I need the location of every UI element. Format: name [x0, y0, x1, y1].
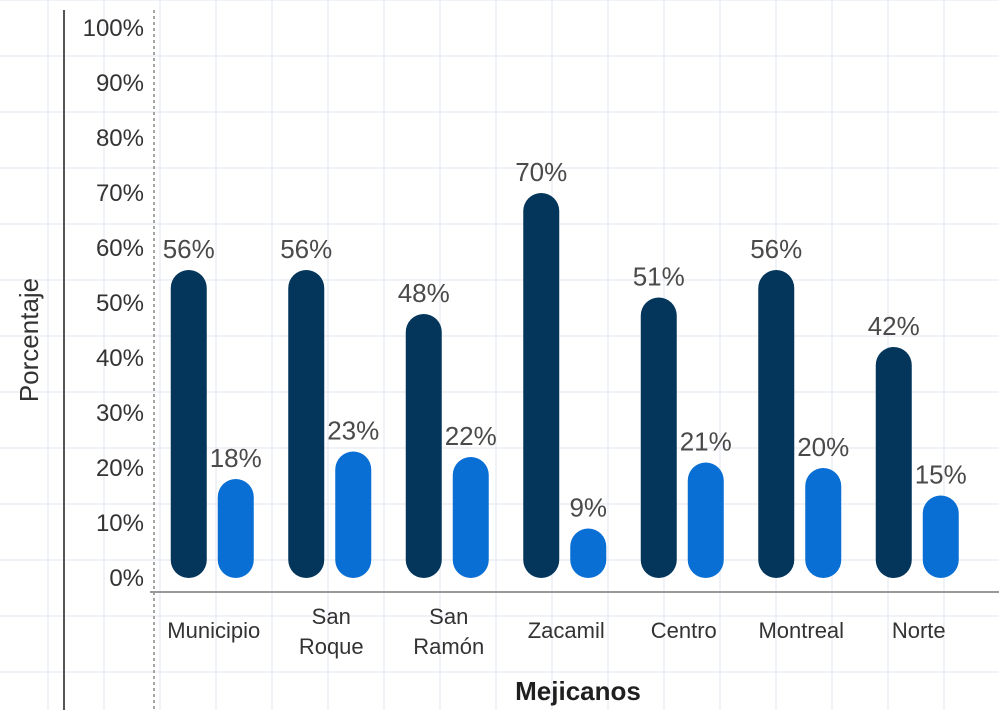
bar-series-1 [875, 347, 912, 578]
data-label: 56% [750, 234, 802, 264]
data-label: 23% [327, 416, 379, 446]
y-tick-label: 10% [96, 510, 144, 537]
bar-series-2 [335, 451, 372, 578]
bar-series-2 [570, 528, 607, 578]
bar-series-1 [405, 314, 442, 578]
y-tick-label: 0% [109, 565, 144, 592]
bar-series-2 [452, 457, 489, 578]
x-tick-label-line: Ramón [413, 634, 484, 659]
data-label: 48% [398, 278, 450, 308]
x-tick-label-line: Roque [299, 634, 364, 659]
data-label: 15% [915, 460, 967, 490]
y-axis-title: Porcentaje [14, 278, 44, 402]
y-axis-ticks: 0% 10% 20% 30% 40% 50% 60% 70% 80% 90% 100% [83, 15, 144, 592]
x-tick-label-line: San [312, 604, 351, 629]
bars: 56% 56% 48% 70% 51% 56% 42% 18% 23% 22% 9% 21% 20% 15… [163, 157, 967, 578]
y-tick-label: 100% [83, 15, 144, 42]
y-tick-label: 80% [96, 125, 144, 152]
data-label: 18% [210, 443, 262, 473]
data-label: 42% [868, 311, 920, 341]
y-tick-label: 40% [96, 345, 144, 372]
y-tick-label: 20% [96, 455, 144, 482]
bar-series-1 [758, 270, 795, 578]
x-tick-label: Centro [651, 618, 717, 643]
data-label: 9% [569, 493, 607, 523]
y-tick-label: 30% [96, 400, 144, 427]
bar-series-2 [217, 479, 254, 578]
bar-series-1 [523, 193, 560, 578]
x-tick-label: Norte [892, 618, 946, 643]
bar-series-1 [288, 270, 325, 578]
bar-series-2 [922, 495, 959, 578]
data-label: 21% [680, 427, 732, 457]
bar-series-1 [640, 297, 677, 578]
y-tick-label: 60% [96, 235, 144, 262]
x-tick-label: Montreal [758, 618, 844, 643]
data-label: 56% [163, 234, 215, 264]
x-tick-label: San Roque [299, 604, 364, 659]
data-label: 20% [797, 432, 849, 462]
data-label: 70% [515, 157, 567, 187]
bar-series-2 [805, 468, 842, 578]
x-tick-label: San Ramón [413, 604, 484, 659]
x-tick-label-line: San [429, 604, 468, 629]
x-axis-title: Mejicanos [515, 676, 641, 706]
x-tick-label: Zacamil [528, 618, 605, 643]
data-label: 22% [445, 421, 497, 451]
data-label: 56% [280, 234, 332, 264]
x-axis-categories: Municipio San Roque San Ramón Zacamil Centro Mo… [167, 604, 945, 659]
y-tick-label: 70% [96, 180, 144, 207]
y-tick-label: 90% [96, 70, 144, 97]
bar-series-2 [687, 462, 724, 578]
x-tick-label: Municipio [167, 618, 260, 643]
bar-series-1 [170, 270, 207, 578]
data-label: 51% [633, 262, 685, 292]
y-tick-label: 50% [96, 290, 144, 317]
